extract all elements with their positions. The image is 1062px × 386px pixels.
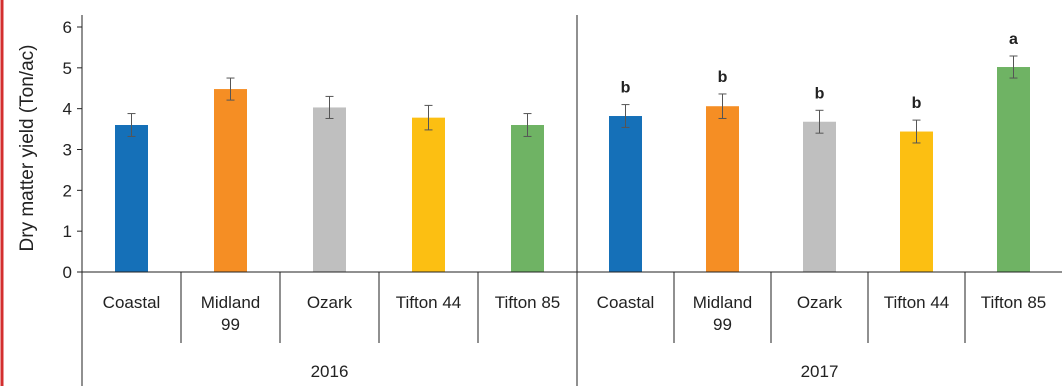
year-label-2017: 2017 [801,362,839,381]
bar-2016-midland-99 [214,89,247,272]
axes-layer [81,15,1062,386]
x-tick-label: Coastal [597,293,655,312]
y-axis: 0 1 2 3 4 5 6 [63,18,82,282]
bar-2016-tifton-85 [511,125,544,272]
y-axis-label: Dry matter yield (Ton/ac) [17,45,38,252]
y-tick-label: 4 [63,100,72,119]
bar-2016-coastal [115,125,148,272]
significance-letter: b [815,85,825,102]
significance-letter: b [621,80,631,97]
x-tick-label: Tifton 85 [981,293,1047,312]
bar-2017-tifton-44 [900,131,933,272]
y-tick-label: 2 [63,181,72,200]
x-tick-label: Midland [201,293,261,312]
x-tick-label: Tifton 85 [495,293,561,312]
year-label-2016: 2016 [311,362,349,381]
y-tick-label: 1 [63,222,72,241]
x-tick-label: 99 [221,315,240,334]
x-tick-label: Ozark [797,293,843,312]
bar-2016-ozark [313,107,346,272]
y-tick-label: 0 [63,263,72,282]
x-tick-label: Tifton 44 [396,293,462,312]
significance-letter: b [718,69,728,86]
y-tick-label: 6 [63,18,72,37]
y-tick-label: 5 [63,59,72,78]
bar-2017-midland-99 [706,106,739,272]
bar-2016-tifton-44 [412,117,445,273]
bar-2017-coastal [609,116,642,273]
x-tick-label: Coastal [103,293,161,312]
significance-letter: b [912,95,922,112]
y-tick-label: 3 [63,141,72,160]
x-axis-labels: 2016 Coastal Midland 99 Ozark Tifton 44 Tifton… [103,293,1047,381]
x-tick-label: Ozark [307,293,353,312]
significance-letter: a [1009,31,1018,48]
x-tick-label: Tifton 44 [884,293,950,312]
bars-layer: b b b b a [115,31,1030,273]
x-tick-label: 99 [713,315,732,334]
bar-2017-tifton-85 [997,67,1030,273]
bar-2017-ozark [803,121,836,272]
x-tick-label: Midland [693,293,753,312]
